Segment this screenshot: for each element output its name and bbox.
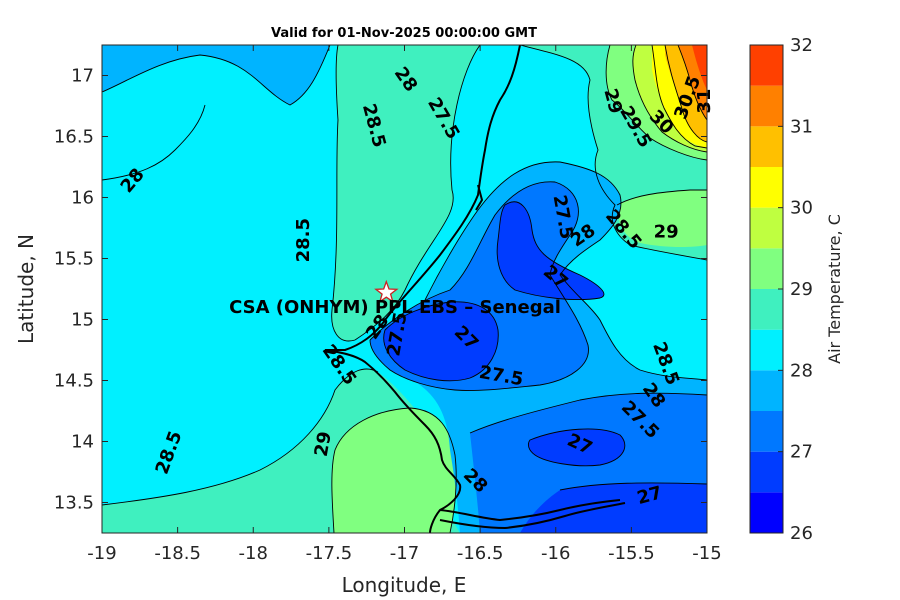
x-axis-label: Longitude, E: [342, 573, 467, 597]
colorbar-label: Air Temperature, C: [825, 214, 844, 364]
y-tick-label: 17: [71, 66, 94, 87]
y-tick-label: 14: [71, 432, 94, 453]
map-title: Valid for 01-Nov-2025 00:00:00 GMT: [271, 26, 537, 41]
colorbar-segment: [750, 126, 783, 167]
y-tick-label: 15.5: [54, 249, 94, 270]
contour-line-27-southeast: [527, 428, 626, 467]
contour-line-28-west: [102, 104, 206, 181]
y-axis-ticks: 13.5 14 14.5 15 15.5 16 16.5 17: [54, 66, 707, 514]
colorbar-ticks: 26 27 28 29 30 31 32: [778, 35, 813, 544]
contour-line-29-east: [616, 189, 707, 206]
contour-label: 31: [694, 89, 715, 114]
contour-label: 28.5: [293, 218, 314, 262]
colorbar-tick-label: 29: [790, 279, 813, 300]
colorbar-segment: [750, 207, 783, 249]
band-26-5-to-27-southeast: [528, 428, 625, 466]
colorbar-tick-label: 28: [790, 360, 813, 381]
band-27-to-27-5-northwest: [102, 45, 330, 105]
contour-line-28-centre: [424, 161, 707, 381]
contour-label: 29: [311, 430, 336, 458]
contour-line-27-5-centre: [369, 181, 589, 391]
colorbar-tick-label: 27: [790, 442, 813, 463]
band-28-5-to-29-south: [331, 408, 457, 533]
colorbar-tick-label: 32: [790, 35, 813, 56]
colorbar-segment: [750, 248, 783, 289]
contour-line-28-5-west: [331, 45, 356, 342]
colorbar-tick-label: 31: [790, 116, 813, 137]
colorbar-segment: [750, 411, 783, 452]
contour-line-28-5-southwest: [102, 368, 379, 506]
contour-line-28-5-east: [354, 45, 481, 341]
coastal-feature: [475, 184, 484, 211]
y-tick-label: 15: [71, 310, 94, 331]
senegal-coastline: [324, 45, 521, 533]
colorbar-segment: [750, 370, 783, 411]
contour-line-27-5-southeast: [469, 392, 707, 434]
colorbar-segment: [750, 289, 783, 330]
contour-label: 29: [654, 222, 679, 243]
contour-line-27-centre-south: [383, 301, 499, 382]
y-tick-label: 14.5: [54, 371, 94, 392]
coastline-layer: [324, 45, 626, 533]
band-26-5-to-27-centre-south: [383, 301, 499, 381]
colorbar-segment: [750, 451, 783, 493]
y-tick-label: 16: [71, 188, 94, 209]
x-tick-label: -17: [390, 543, 419, 564]
site-star-icon: [374, 279, 399, 304]
colorbar-segment: [750, 45, 783, 86]
contour-line-29-5: [632, 45, 707, 153]
contour-line-28-northwest: [102, 45, 331, 106]
contour-line-29-northeast: [605, 45, 707, 161]
x-tick-label: -18: [239, 543, 268, 564]
contour-line-27-centre-north: [496, 201, 605, 300]
colorbar-tick-label: 26: [790, 523, 813, 544]
band-28-to-28-5-north: [331, 45, 480, 341]
contour-line-30-5: [664, 45, 707, 143]
colorbar-segment: [750, 329, 783, 371]
x-tick-label: -16.5: [457, 543, 504, 564]
x-tick-label: -15.5: [608, 543, 655, 564]
contour-line-30: [651, 45, 707, 149]
site-label: CSA (ONHYM) PPL EBS – Senegal: [229, 297, 561, 318]
band-28-5-to-29-east: [617, 190, 707, 248]
x-tick-label: -16: [541, 543, 570, 564]
band-26-5-to-27-south: [520, 482, 707, 533]
y-tick-label: 16.5: [54, 127, 94, 148]
colorbar-tick-label: 30: [790, 198, 813, 219]
gambia-river-north-bank: [439, 499, 621, 522]
colorbar-segment: [750, 167, 783, 208]
x-tick-label: -18.5: [154, 543, 201, 564]
contour-fill-layer: [102, 45, 707, 533]
site-marker: [374, 279, 399, 304]
contour-line-27-south: [559, 482, 707, 491]
x-tick-label: -17.5: [306, 543, 353, 564]
colorbar-segment: [750, 85, 783, 127]
band-26-5-to-27-centre-north: [497, 201, 604, 300]
colorbar: [750, 45, 783, 533]
y-axis-label: Latitude, N: [14, 234, 38, 344]
y-tick-label: 13.5: [54, 493, 94, 514]
gambia-river-south-bank: [439, 502, 626, 530]
x-tick-label: -15: [692, 543, 721, 564]
x-axis-ticks: -19 -18.5 -18 -17.5 -17 -16.5 -16 -15.5 -15: [87, 45, 722, 564]
x-tick-label: -19: [87, 543, 116, 564]
band-31-to-31-5: [692, 45, 707, 90]
contour-line-31: [677, 45, 707, 121]
colorbar-segment: [750, 492, 783, 533]
